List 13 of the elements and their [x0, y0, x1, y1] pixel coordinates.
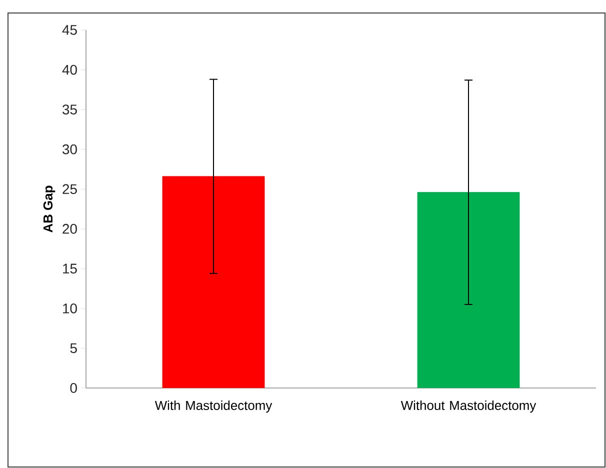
- y-tick-label: 40: [62, 64, 77, 75]
- y-tick-label: 35: [62, 104, 77, 114]
- x-tick-label: Without Mastoidectomy: [400, 400, 536, 413]
- y-tick-label: 10: [63, 303, 77, 314]
- y-tick-label: 45: [62, 25, 77, 35]
- y-tick-label: 5: [70, 343, 77, 354]
- y-tick-label: 0: [70, 383, 77, 393]
- y-tick-label: 20: [62, 224, 77, 234]
- x-tick-label: With Mastoidectomy: [154, 400, 272, 413]
- y-tick-label: 30: [62, 144, 77, 154]
- y-axis-title: AB Gap: [43, 186, 56, 232]
- y-tick-label: 15: [63, 264, 77, 274]
- y-tick-label: 25: [62, 184, 77, 194]
